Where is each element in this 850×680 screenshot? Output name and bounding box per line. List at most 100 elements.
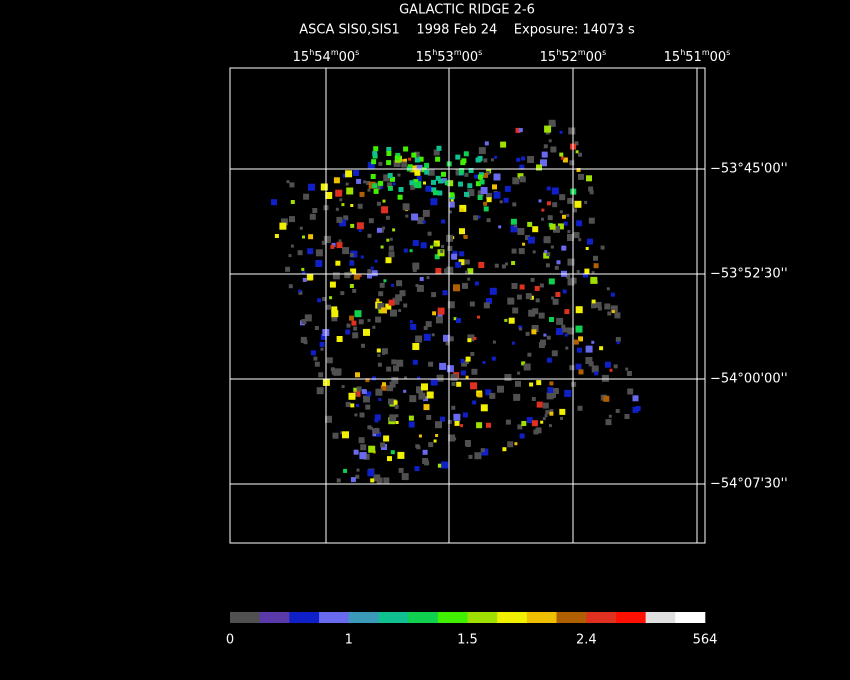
- pixel: [409, 249, 413, 253]
- pixel: [567, 197, 574, 204]
- pixel: [331, 315, 338, 322]
- pixel: [385, 303, 392, 310]
- pixel: [339, 198, 343, 202]
- pixel: [376, 431, 381, 437]
- pixel: [416, 176, 422, 182]
- pixel: [440, 249, 444, 253]
- pixel: [450, 198, 454, 202]
- pixel: [468, 168, 474, 173]
- pixel: [394, 155, 400, 161]
- pixel: [535, 427, 542, 434]
- frame: [229, 67, 706, 544]
- pixel: [446, 234, 454, 242]
- pixel: [413, 179, 419, 185]
- pixel: [483, 201, 488, 206]
- pixel: [300, 336, 307, 343]
- pixel: [616, 341, 620, 345]
- pixel: [356, 386, 362, 392]
- pixel: [367, 269, 372, 274]
- pixel: [441, 171, 446, 177]
- pixel: [374, 259, 378, 263]
- pixel: [559, 130, 563, 134]
- pixel: [431, 292, 437, 298]
- dec-label: −53°45'00'': [710, 162, 788, 177]
- ra-value: 00: [339, 50, 356, 65]
- pixel: [414, 169, 421, 176]
- pixel: [507, 441, 514, 448]
- pixel: [403, 303, 408, 308]
- pixel: [412, 359, 418, 365]
- pixel: [363, 180, 367, 184]
- pixel: [342, 173, 347, 178]
- pixel: [355, 474, 360, 479]
- pixel: [336, 242, 343, 249]
- pixel: [461, 360, 468, 367]
- pixel: [381, 348, 388, 355]
- pixel: [519, 284, 525, 290]
- pixel: [363, 453, 370, 460]
- pixel: [567, 258, 575, 266]
- pixel: [546, 186, 551, 191]
- pixel: [597, 306, 602, 311]
- pixel: [395, 152, 401, 158]
- pixel: [424, 460, 430, 466]
- pixel: [584, 200, 588, 204]
- pixel: [423, 404, 430, 411]
- pixel: [378, 291, 384, 297]
- pixel: [470, 352, 475, 356]
- pixel: [289, 216, 295, 223]
- pixel: [341, 203, 345, 207]
- pixel: [511, 248, 517, 254]
- pixel: [353, 273, 360, 280]
- pixel: [470, 382, 478, 390]
- subtitle: ASCA SIS0,SIS1 1998 Feb 24 Exposure: 140…: [299, 23, 635, 38]
- pixel: [280, 218, 288, 226]
- pixel: [453, 413, 461, 421]
- pixel: [511, 261, 516, 265]
- pixel: [578, 173, 584, 180]
- pixel: [289, 182, 295, 188]
- colorbar-label: 564: [693, 633, 718, 648]
- ra-value: 15: [664, 50, 681, 65]
- pixel: [483, 206, 489, 212]
- pixel: [319, 341, 325, 347]
- pixel: [386, 147, 392, 152]
- title: GALACTIC RIDGE 2-6: [399, 3, 535, 18]
- pixel: [460, 370, 466, 376]
- pixel: [527, 236, 535, 244]
- pixel: [350, 223, 355, 228]
- pixel: [371, 270, 378, 277]
- pixel: [528, 309, 536, 317]
- pixel: [518, 128, 523, 133]
- pixel: [593, 263, 599, 269]
- pixel: [365, 404, 371, 410]
- pixel: [562, 327, 568, 333]
- pixel: [517, 371, 521, 375]
- pixel: [540, 159, 547, 167]
- pixel: [299, 226, 303, 230]
- pixel: [483, 172, 489, 178]
- pixel: [494, 263, 499, 268]
- pixel: [418, 434, 422, 438]
- pixel: [588, 186, 594, 192]
- pixel: [435, 421, 442, 429]
- ra-label: 15h54m00s: [293, 48, 360, 65]
- pixel: [531, 397, 536, 401]
- pixel: [444, 180, 450, 186]
- pixel: [329, 296, 333, 300]
- pixel: [526, 417, 533, 424]
- pixel: [387, 456, 392, 462]
- pixel: [377, 353, 381, 357]
- pixel: [632, 406, 639, 413]
- pixel: [521, 361, 526, 366]
- pixel: [404, 158, 407, 162]
- ra-unit: m: [331, 48, 339, 57]
- pixel: [391, 283, 395, 287]
- pixel: [432, 311, 437, 316]
- ra-unit: s: [478, 48, 482, 57]
- pixel: [401, 161, 408, 168]
- colorbar-label: 1: [345, 633, 353, 648]
- pixel: [437, 190, 443, 196]
- pixel: [559, 194, 566, 201]
- pixel: [447, 301, 455, 309]
